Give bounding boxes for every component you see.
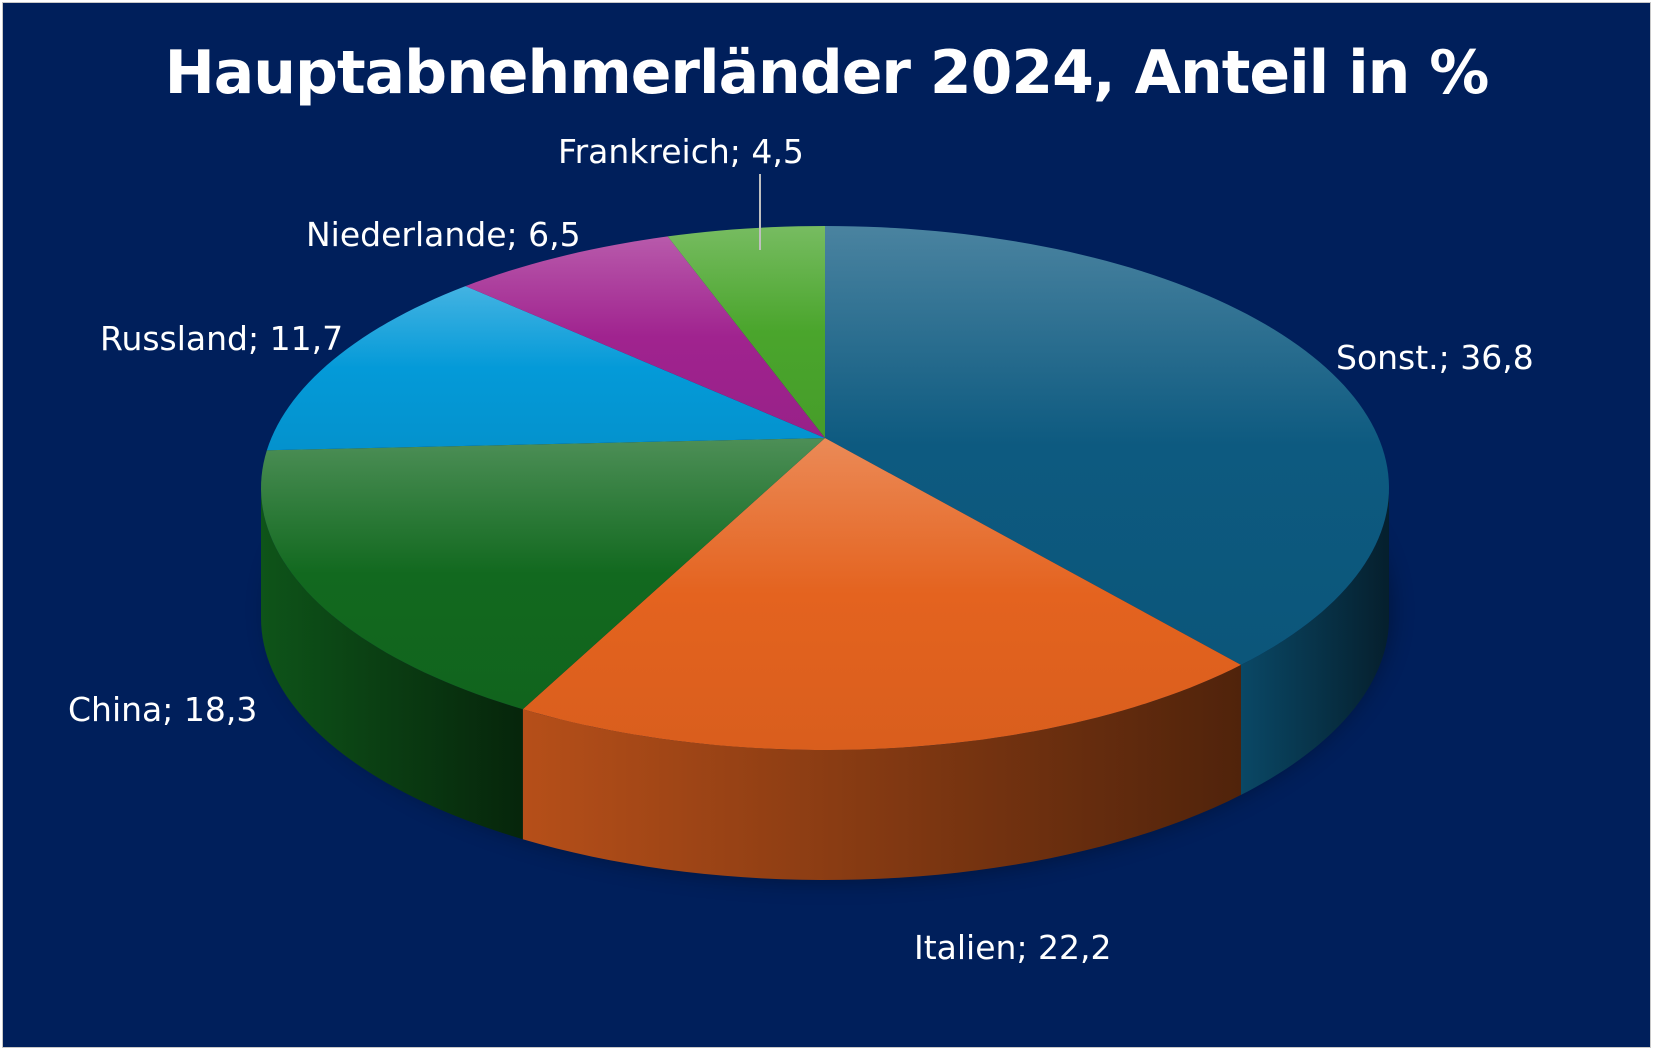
pie-side-italien [522, 664, 1241, 880]
data-label-niederlande: Niederlande; 6,5 [306, 215, 581, 254]
pie-slice-russland[interactable] [266, 286, 826, 451]
data-label-china: China; 18,3 [68, 690, 258, 729]
data-label-frankreich: Frankreich; 4,5 [558, 132, 804, 171]
pie-side-china [261, 488, 523, 840]
pie-slice-italien[interactable] [522, 438, 1241, 750]
chart-title: Hauptabnehmerländer 2024, Anteil in % [164, 38, 1490, 108]
data-label-russland: Russland; 11,7 [100, 319, 344, 358]
data-label-italien: Italien; 22,2 [914, 928, 1112, 967]
pie-side-sonst [1240, 488, 1389, 795]
pie-slice-niederlande[interactable] [465, 236, 825, 438]
pie-slice-frankreich[interactable] [667, 226, 825, 438]
data-label-sonst: Sonst.; 36,8 [1336, 338, 1534, 377]
pie-slice-sonst[interactable] [825, 226, 1389, 665]
pie-slice-china[interactable] [261, 438, 825, 710]
